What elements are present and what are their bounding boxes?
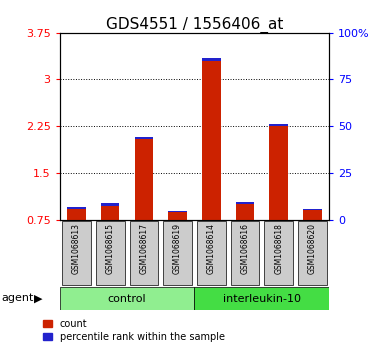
Text: ▶: ▶: [33, 293, 42, 303]
Bar: [163, 221, 192, 285]
Bar: [67, 209, 86, 220]
Bar: [202, 61, 221, 220]
Text: interleukin-10: interleukin-10: [223, 294, 301, 303]
Bar: [264, 221, 293, 285]
Bar: [168, 211, 187, 212]
Text: control: control: [108, 294, 146, 303]
Bar: [96, 221, 124, 285]
Bar: [197, 221, 226, 285]
Bar: [135, 139, 153, 220]
Bar: [303, 210, 321, 220]
Title: GDS4551 / 1556406_at: GDS4551 / 1556406_at: [106, 16, 283, 33]
Bar: [60, 287, 194, 310]
Bar: [168, 212, 187, 220]
Text: GSM1068615: GSM1068615: [106, 223, 115, 274]
Text: GSM1068614: GSM1068614: [207, 223, 216, 274]
Text: GSM1068620: GSM1068620: [308, 223, 317, 274]
Legend: count, percentile rank within the sample: count, percentile rank within the sample: [44, 319, 225, 342]
Bar: [270, 126, 288, 220]
Bar: [298, 221, 326, 285]
Bar: [231, 221, 259, 285]
Text: GSM1068619: GSM1068619: [173, 223, 182, 274]
Bar: [135, 137, 153, 139]
Text: agent: agent: [1, 293, 33, 303]
Bar: [194, 287, 329, 310]
Text: GSM1068617: GSM1068617: [139, 223, 148, 274]
Bar: [101, 206, 119, 220]
Text: GSM1068616: GSM1068616: [241, 223, 249, 274]
Text: GSM1068613: GSM1068613: [72, 223, 81, 274]
Bar: [67, 207, 86, 209]
Bar: [101, 203, 119, 206]
Bar: [202, 58, 221, 61]
Bar: [303, 209, 321, 210]
Bar: [236, 204, 254, 220]
Bar: [62, 221, 91, 285]
Bar: [236, 202, 254, 204]
Bar: [130, 221, 158, 285]
Bar: [270, 124, 288, 126]
Text: GSM1068618: GSM1068618: [274, 223, 283, 274]
